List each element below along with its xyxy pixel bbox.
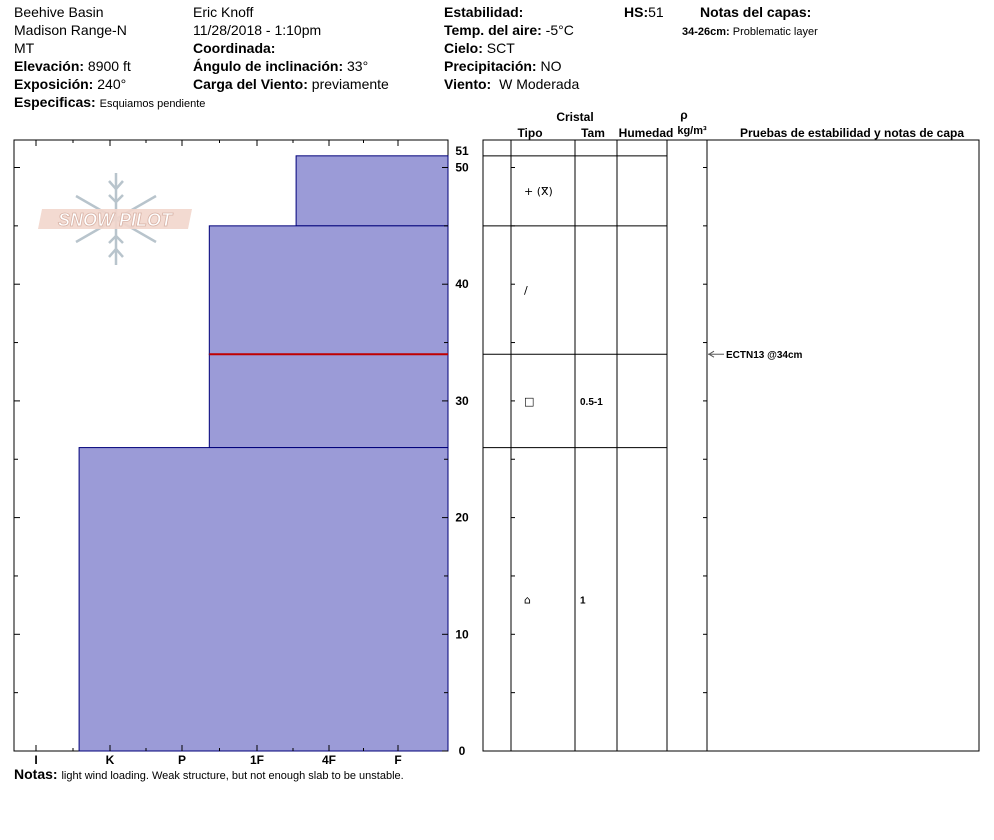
hardness-label: 1F	[250, 753, 264, 767]
hardness-bar	[78, 447, 449, 752]
crystal-size: 0.5-1	[580, 397, 603, 408]
hs-value: 51	[648, 4, 664, 20]
hardness-axis-labels: I K P 1F 4F F	[34, 140, 402, 767]
layer-table	[482, 139, 980, 752]
hardness-bar	[208, 353, 449, 449]
hardness-label: I	[34, 753, 37, 767]
header-datetime: 11/28/2018 - 1:10pm	[193, 22, 322, 38]
depth-label: 30	[455, 394, 469, 408]
coord-label: Coordinada:	[193, 40, 276, 56]
header-coord: Coordinada:	[193, 39, 275, 57]
logo-text: SNOW PILOT	[58, 210, 174, 230]
wind-load-label: Carga del Viento:	[193, 76, 308, 92]
crystal-cells: + (ⴳ) / □ 0.5-1 ⌂ 1	[524, 185, 603, 606]
header-air-temp: Temp. del aire: -5°C	[444, 21, 574, 39]
depth-label: 20	[455, 511, 469, 525]
hardness-bar	[295, 155, 449, 227]
air-temp-value: -5°C	[545, 22, 574, 38]
notes-label: Notas:	[14, 766, 58, 782]
header-wind-load: Carga del Viento: previamente	[193, 75, 389, 93]
depth-label: 40	[455, 277, 469, 291]
test-label: ECTN13 @34cm	[726, 350, 803, 361]
crystal-type: ⌂	[524, 593, 531, 606]
stability-label: Estabilidad:	[444, 4, 524, 20]
precip-value: NO	[540, 58, 562, 74]
specifics-value: Esquiamos pendiente	[99, 98, 206, 110]
crystal-type: □	[524, 395, 534, 408]
sky-label: Cielo:	[444, 40, 483, 56]
elevation-value: 8900 ft	[87, 58, 131, 74]
hardness-label: F	[394, 753, 401, 767]
layer-note-text: Problematic layer	[732, 26, 818, 38]
precip-label: Precipitación:	[444, 58, 537, 74]
arrow-head-icon	[708, 350, 715, 358]
hardness-bar	[208, 225, 449, 355]
header-location: Beehive Basin	[14, 4, 104, 20]
slope-label: Ángulo de inclinación:	[193, 58, 344, 74]
crystal-size: 1	[580, 595, 586, 606]
axis-ticks	[14, 167, 707, 752]
header-density: kg/m³	[677, 125, 707, 137]
crystal-type: + (ⴳ)	[524, 185, 553, 198]
header-rho: ρ	[680, 108, 687, 122]
specifics-label: Especificas:	[14, 94, 96, 110]
profile-notes: Notas: light wind loading. Weak structur…	[14, 766, 404, 782]
air-temp-label: Temp. del aire:	[444, 22, 542, 38]
header-hs: HS:51	[624, 3, 664, 21]
layer-note-range: 34-26cm:	[682, 26, 730, 38]
notes-text: light wind loading. Weak structure, but …	[61, 770, 404, 782]
wind-load-value: previamente	[311, 76, 389, 92]
layer-note-item: 34-26cm: Problematic layer	[682, 23, 818, 41]
header-specifics: Especificas: Esquiamos pendiente	[14, 93, 205, 113]
header-stability: Estabilidad:	[444, 3, 523, 21]
layer-notes-title: Notas del capas:	[700, 4, 812, 20]
header-tam: Tam	[581, 126, 605, 140]
layer-boundaries	[483, 155, 667, 449]
hardness-label: K	[106, 753, 115, 767]
depth-axis-labels: 0 10 20 30 40 50 51	[455, 144, 469, 758]
header-humedad: Humedad	[619, 126, 674, 140]
header-cristal: Cristal	[556, 110, 593, 124]
sky-value: SCT	[486, 40, 515, 56]
header-tests: Pruebas de estabilidad y notas de capa	[740, 126, 964, 140]
depth-label: 50	[455, 161, 469, 175]
header-wind: Viento: W Moderada	[444, 75, 579, 93]
header-sky: Cielo: SCT	[444, 39, 515, 57]
header-precip: Precipitación: NO	[444, 57, 561, 75]
snowpilot-logo: SNOW PILOT	[38, 173, 192, 265]
depth-top-label: 51	[455, 144, 469, 158]
header-elevation: Elevación: 8900 ft	[14, 57, 131, 75]
header-range: Madison Range-N	[14, 22, 127, 38]
hardness-label: 4F	[322, 753, 336, 767]
depth-label: 0	[459, 744, 466, 758]
depth-label: 10	[455, 627, 469, 641]
header-state: MT	[14, 40, 35, 56]
hardness-label: P	[178, 753, 186, 767]
crystal-type: /	[524, 284, 528, 297]
header-slope: Ángulo de inclinación: 33°	[193, 57, 368, 75]
aspect-label: Exposición:	[14, 76, 94, 92]
elevation-label: Elevación:	[14, 58, 85, 74]
wind-value: W Moderada	[499, 76, 580, 92]
header-tipo: Tipo	[517, 126, 542, 140]
stability-test-markers: ECTN13 @34cm	[708, 350, 803, 361]
wind-label: Viento:	[444, 76, 492, 92]
header-aspect: Exposición: 240°	[14, 75, 126, 93]
slope-value: 33°	[347, 58, 369, 74]
hs-label: HS:	[624, 4, 649, 20]
aspect-value: 240°	[97, 76, 127, 92]
hardness-bars	[78, 155, 449, 752]
header-observer: Eric Knoff	[193, 4, 254, 20]
